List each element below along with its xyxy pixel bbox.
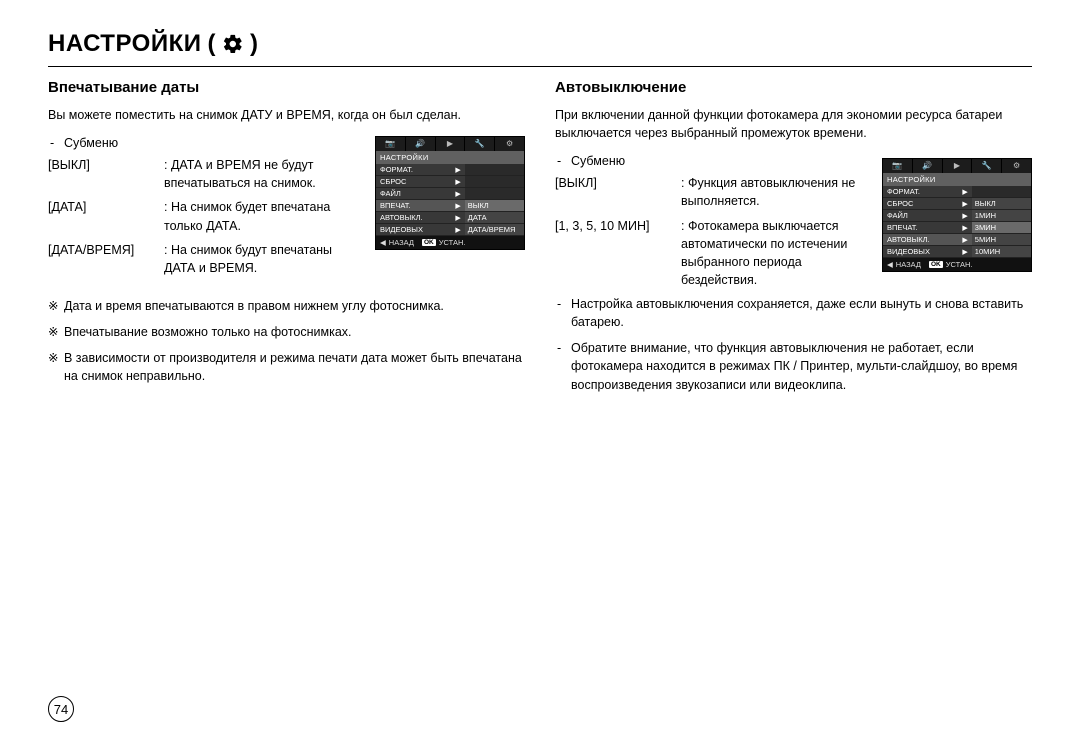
definition-row: [ВЫКЛ]: Функция автовыключения не выполн… (555, 174, 872, 210)
section-title-autopower: Автовыключение (555, 79, 1032, 96)
cam-menu-right: 3МИН (972, 222, 1031, 234)
cam-header: НАСТРОЙКИ (883, 173, 1031, 186)
cam-ok-button: OK (422, 239, 436, 246)
chevron-right-icon: ▶ (962, 236, 967, 244)
cam-menu-row: ФОРМАТ.▶ (883, 186, 1031, 198)
cam-menu-left: ВПЕЧАТ.▶ (883, 222, 972, 234)
cam-menu-right (465, 164, 524, 176)
divider (48, 66, 1032, 67)
right-column: Автовыключение При включении данной функ… (555, 79, 1032, 402)
cam-menu-row: АВТОВЫКЛ.▶ДАТА (376, 212, 524, 224)
cam-menu-row: ФАЙЛ▶ (376, 188, 524, 200)
cam-menu-right: ВЫКЛ (972, 198, 1031, 210)
left-column: Впечатывание даты Вы можете поместить на… (48, 79, 525, 402)
definition-value: : ДАТА и ВРЕМЯ не будут впечатываться на… (164, 156, 365, 192)
definition-key: [ДАТА] (48, 198, 158, 234)
cam-menu-row: СБРОС▶ (376, 176, 524, 188)
cam-menu-left: АВТОВЫКЛ.▶ (376, 212, 465, 224)
definition-row: [ВЫКЛ]: ДАТА и ВРЕМЯ не будут впечатыват… (48, 156, 365, 192)
definition-row: [ДАТА]: На снимок будет впечатана только… (48, 198, 365, 234)
definition-row: [ДАТА/ВРЕМЯ]: На снимок будут впечатаны … (48, 241, 365, 277)
definition-key: [ВЫКЛ] (48, 156, 158, 192)
definition-value: : Функция автовыключения не выполняется. (681, 174, 872, 210)
cam-menu-right: 1МИН (972, 210, 1031, 222)
back-arrow-icon: ◀ (380, 238, 386, 247)
section-title-imprint: Впечатывание даты (48, 79, 525, 96)
cam-footer: ◀НАЗАД OKУСТАН. (883, 258, 1031, 271)
chevron-right-icon: ▶ (455, 190, 460, 198)
cam-set-label: УСТАН. (439, 238, 466, 247)
camera-menu-screenshot: 📷 🔊 ▶ 🔧 ⚙ НАСТРОЙКИ ФОРМАТ.▶СБРОС▶ФАЙЛ▶В… (375, 136, 525, 250)
page-number: 74 (48, 696, 74, 722)
cam-header: НАСТРОЙКИ (376, 151, 524, 164)
intro-text: Вы можете поместить на снимок ДАТУ и ВРЕ… (48, 106, 525, 124)
chevron-right-icon: ▶ (962, 248, 967, 256)
chevron-right-icon: ▶ (962, 188, 967, 196)
title-close-paren: ) (250, 30, 259, 58)
definition-row: [1, 3, 5, 10 МИН]: Фотокамера выключаетс… (555, 217, 872, 290)
definition-value: : На снимок будут впечатаны ДАТА и ВРЕМЯ… (164, 241, 365, 277)
cam-menu-row: ВИДЕОВЫХ▶10МИН (883, 246, 1031, 258)
cam-menu-left: СБРОС▶ (376, 176, 465, 188)
cam-menu-right: ДАТА/ВРЕМЯ (465, 224, 524, 236)
cam-menu-left: ВПЕЧАТ.▶ (376, 200, 465, 212)
cam-menu-right (972, 186, 1031, 198)
gear-icon (222, 33, 244, 55)
submenu-label: Субменю (64, 136, 525, 150)
intro-text: При включении данной функции фотокамера … (555, 106, 1032, 142)
cam-menu-row: ФАЙЛ▶1МИН (883, 210, 1031, 222)
bullet-item: Обратите внимание, что функция автовыклю… (571, 339, 1032, 393)
cam-menu-left: ФАЙЛ▶ (883, 210, 972, 222)
chevron-right-icon: ▶ (962, 200, 967, 208)
cam-menu-right: 5МИН (972, 234, 1031, 246)
cam-set-label: УСТАН. (946, 260, 973, 269)
cam-footer: ◀НАЗАД OKУСТАН. (376, 236, 524, 249)
cam-menu-row: ВИДЕОВЫХ▶ДАТА/ВРЕМЯ (376, 224, 524, 236)
cam-menu-left: ФАЙЛ▶ (376, 188, 465, 200)
cam-back-label: НАЗАД (389, 238, 414, 247)
page-title: НАСТРОЙКИ ( ) (48, 30, 1032, 58)
cam-menu-row: СБРОС▶ВЫКЛ (883, 198, 1031, 210)
note-item: В зависимости от производителя и режима … (64, 349, 525, 385)
note-item: Дата и время впечатываются в правом нижн… (64, 297, 525, 315)
chevron-right-icon: ▶ (455, 178, 460, 186)
cam-menu-left: ФОРМАТ.▶ (376, 164, 465, 176)
definition-key: [1, 3, 5, 10 МИН] (555, 217, 675, 290)
cam-menu-row: ФОРМАТ.▶ (376, 164, 524, 176)
cam-menu-right: 10МИН (972, 246, 1031, 258)
cam-menu-row: ВПЕЧАТ.▶ВЫКЛ (376, 200, 524, 212)
definition-value: : На снимок будет впечатана только ДАТА. (164, 198, 365, 234)
cam-menu-right: ВЫКЛ (465, 200, 524, 212)
chevron-right-icon: ▶ (962, 212, 967, 220)
bullet-item: Настройка автовыключения сохраняется, да… (571, 295, 1032, 331)
camera-menu-screenshot: 📷 🔊 ▶ 🔧 ⚙ НАСТРОЙКИ ФОРМАТ.▶СБРОС▶ВЫКЛФА… (882, 158, 1032, 272)
back-arrow-icon: ◀ (887, 260, 893, 269)
definition-key: [ВЫКЛ] (555, 174, 675, 210)
chevron-right-icon: ▶ (455, 166, 460, 174)
chevron-right-icon: ▶ (455, 226, 460, 234)
cam-menu-left: ВИДЕОВЫХ▶ (883, 246, 972, 258)
cam-ok-button: OK (929, 261, 943, 268)
cam-menu-row: АВТОВЫКЛ.▶5МИН (883, 234, 1031, 246)
chevron-right-icon: ▶ (455, 202, 460, 210)
cam-menu-left: СБРОС▶ (883, 198, 972, 210)
cam-menu-right (465, 176, 524, 188)
cam-menu-right (465, 188, 524, 200)
chevron-right-icon: ▶ (455, 214, 460, 222)
cam-menu-row: ВПЕЧАТ.▶3МИН (883, 222, 1031, 234)
title-open-paren: ( (207, 30, 216, 58)
cam-menu-right: ДАТА (465, 212, 524, 224)
submenu-label: Субменю (571, 154, 1032, 168)
definition-value: : Фотокамера выключается автоматически п… (681, 217, 872, 290)
definition-key: [ДАТА/ВРЕМЯ] (48, 241, 158, 277)
title-text: НАСТРОЙКИ (48, 30, 201, 58)
chevron-right-icon: ▶ (962, 224, 967, 232)
cam-back-label: НАЗАД (896, 260, 921, 269)
cam-menu-left: АВТОВЫКЛ.▶ (883, 234, 972, 246)
cam-menu-left: ВИДЕОВЫХ▶ (376, 224, 465, 236)
cam-menu-left: ФОРМАТ.▶ (883, 186, 972, 198)
note-item: Впечатывание возможно только на фотосним… (64, 323, 525, 341)
